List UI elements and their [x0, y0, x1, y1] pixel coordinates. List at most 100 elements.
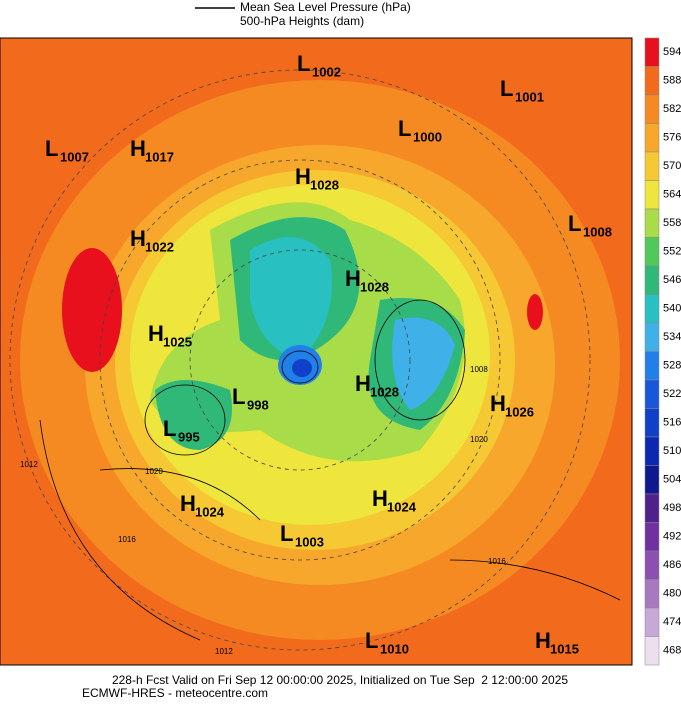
colorbar-box — [644, 408, 660, 438]
center-letter: H — [148, 321, 164, 346]
center-value: 1002 — [312, 64, 341, 79]
center-letter: L — [568, 211, 581, 236]
center-value: 995 — [178, 429, 200, 444]
colorbar-box — [644, 322, 660, 352]
contour-label: 1020 — [470, 435, 488, 444]
center-letter: L — [232, 384, 245, 409]
center-value: 1003 — [295, 534, 324, 549]
colorbar-label: 480 — [663, 588, 681, 600]
pressure-center: L 995 — [163, 416, 200, 445]
colorbar-label: 576 — [663, 132, 681, 144]
colorbar-box — [644, 151, 660, 181]
center-value: 1001 — [515, 89, 544, 104]
pressure-center: H 1024 — [180, 491, 225, 520]
center-value: 1017 — [145, 149, 174, 164]
contour-label: 1012 — [20, 460, 38, 469]
colorbar-box — [644, 436, 660, 466]
colorbar-label: 486 — [663, 559, 681, 571]
center-letter: H — [180, 491, 196, 516]
contour-label: 1020 — [145, 467, 163, 476]
contour-label: 1016 — [488, 557, 506, 566]
pressure-center: L 1001 — [500, 76, 544, 105]
pressure-center: H 1026 — [490, 391, 534, 420]
colorbar-box — [644, 294, 660, 324]
colorbar-box — [644, 379, 660, 409]
center-value: 1022 — [145, 239, 174, 254]
colorbar-label: 558 — [663, 217, 681, 229]
colorbar-label: 468 — [663, 645, 681, 657]
colorbar-label: 588 — [663, 75, 681, 87]
colorbar-box — [644, 237, 660, 267]
colorbar-label: 552 — [663, 246, 681, 258]
colorbar-box — [644, 636, 660, 666]
colorbar-box — [644, 351, 660, 381]
center-letter: L — [297, 51, 310, 76]
colorbar-box — [644, 522, 660, 552]
colorbar-label: 528 — [663, 360, 681, 372]
colorbar-box — [644, 208, 660, 238]
pressure-center: H 1022 — [130, 226, 174, 255]
pressure-center: H 1028 — [355, 371, 399, 400]
colorbar-box — [644, 94, 660, 124]
colorbar-label: 540 — [663, 303, 681, 315]
center-letter: H — [535, 628, 551, 653]
center-value: 1024 — [195, 504, 225, 519]
center-value: 1015 — [550, 641, 579, 656]
center-value: 1024 — [387, 499, 417, 514]
pressure-center: H 1025 — [148, 321, 192, 350]
contour-label: 1012 — [215, 647, 233, 656]
center-letter: L — [280, 521, 293, 546]
center-value: 1007 — [60, 149, 89, 164]
center-letter: H — [130, 226, 146, 251]
pressure-center: L 1003 — [280, 521, 324, 550]
footer-text: ECMWF-HRES - meteocentre.com — [82, 686, 268, 700]
colorbar-label: 582 — [663, 103, 681, 115]
pressure-center: L 1000 — [398, 116, 442, 145]
colorbar-label: 570 — [663, 160, 681, 172]
colorbar-box — [644, 493, 660, 523]
pressure-center: L 1008 — [568, 211, 612, 240]
colorbar-label: 504 — [663, 474, 681, 486]
pressure-center: H 1028 — [295, 164, 339, 193]
center-letter: H — [345, 266, 361, 291]
colorbar-box — [644, 607, 660, 637]
center-value: 1010 — [380, 641, 409, 656]
colorbar-box — [644, 265, 660, 295]
center-letter: H — [130, 136, 146, 161]
center-letter: H — [372, 486, 388, 511]
center-letter: H — [490, 391, 506, 416]
colorbar-label: 474 — [663, 616, 681, 628]
colorbar-box — [644, 180, 660, 210]
center-letter: L — [500, 76, 513, 101]
pressure-center: L 1007 — [45, 136, 89, 165]
contour-label: 1008 — [470, 365, 488, 374]
colorbar-box — [644, 579, 660, 609]
legend-text: Mean Sea Level Pressure (hPa) — [240, 0, 411, 14]
colorbar-label: 594 — [663, 46, 681, 58]
colorbar-label: 564 — [663, 189, 681, 201]
center-value: 1025 — [163, 334, 192, 349]
center-value: 1026 — [505, 404, 534, 419]
pressure-center: H 1017 — [130, 136, 174, 165]
center-value: 1008 — [583, 224, 612, 239]
legend-text: 500-hPa Heights (dam) — [240, 14, 364, 28]
colorbar-label: 522 — [663, 388, 681, 400]
center-value: 1028 — [370, 384, 399, 399]
center-value: 1028 — [360, 279, 389, 294]
colorbar-box — [644, 66, 660, 96]
contour-label: 1016 — [118, 535, 136, 544]
center-value: 1028 — [310, 177, 339, 192]
center-letter: H — [355, 371, 371, 396]
pressure-center: H 1024 — [372, 486, 417, 515]
map — [0, 37, 633, 666]
map-frame — [0, 37, 633, 666]
center-letter: L — [365, 628, 378, 653]
center-value: 1000 — [413, 129, 442, 144]
colorbar-label: 546 — [663, 274, 681, 286]
center-value: 998 — [247, 397, 269, 412]
colorbar-label: 510 — [663, 445, 681, 457]
colorbar-box — [644, 123, 660, 153]
center-letter: H — [295, 164, 311, 189]
center-letter: L — [398, 116, 411, 141]
pressure-center: L 998 — [232, 384, 269, 413]
